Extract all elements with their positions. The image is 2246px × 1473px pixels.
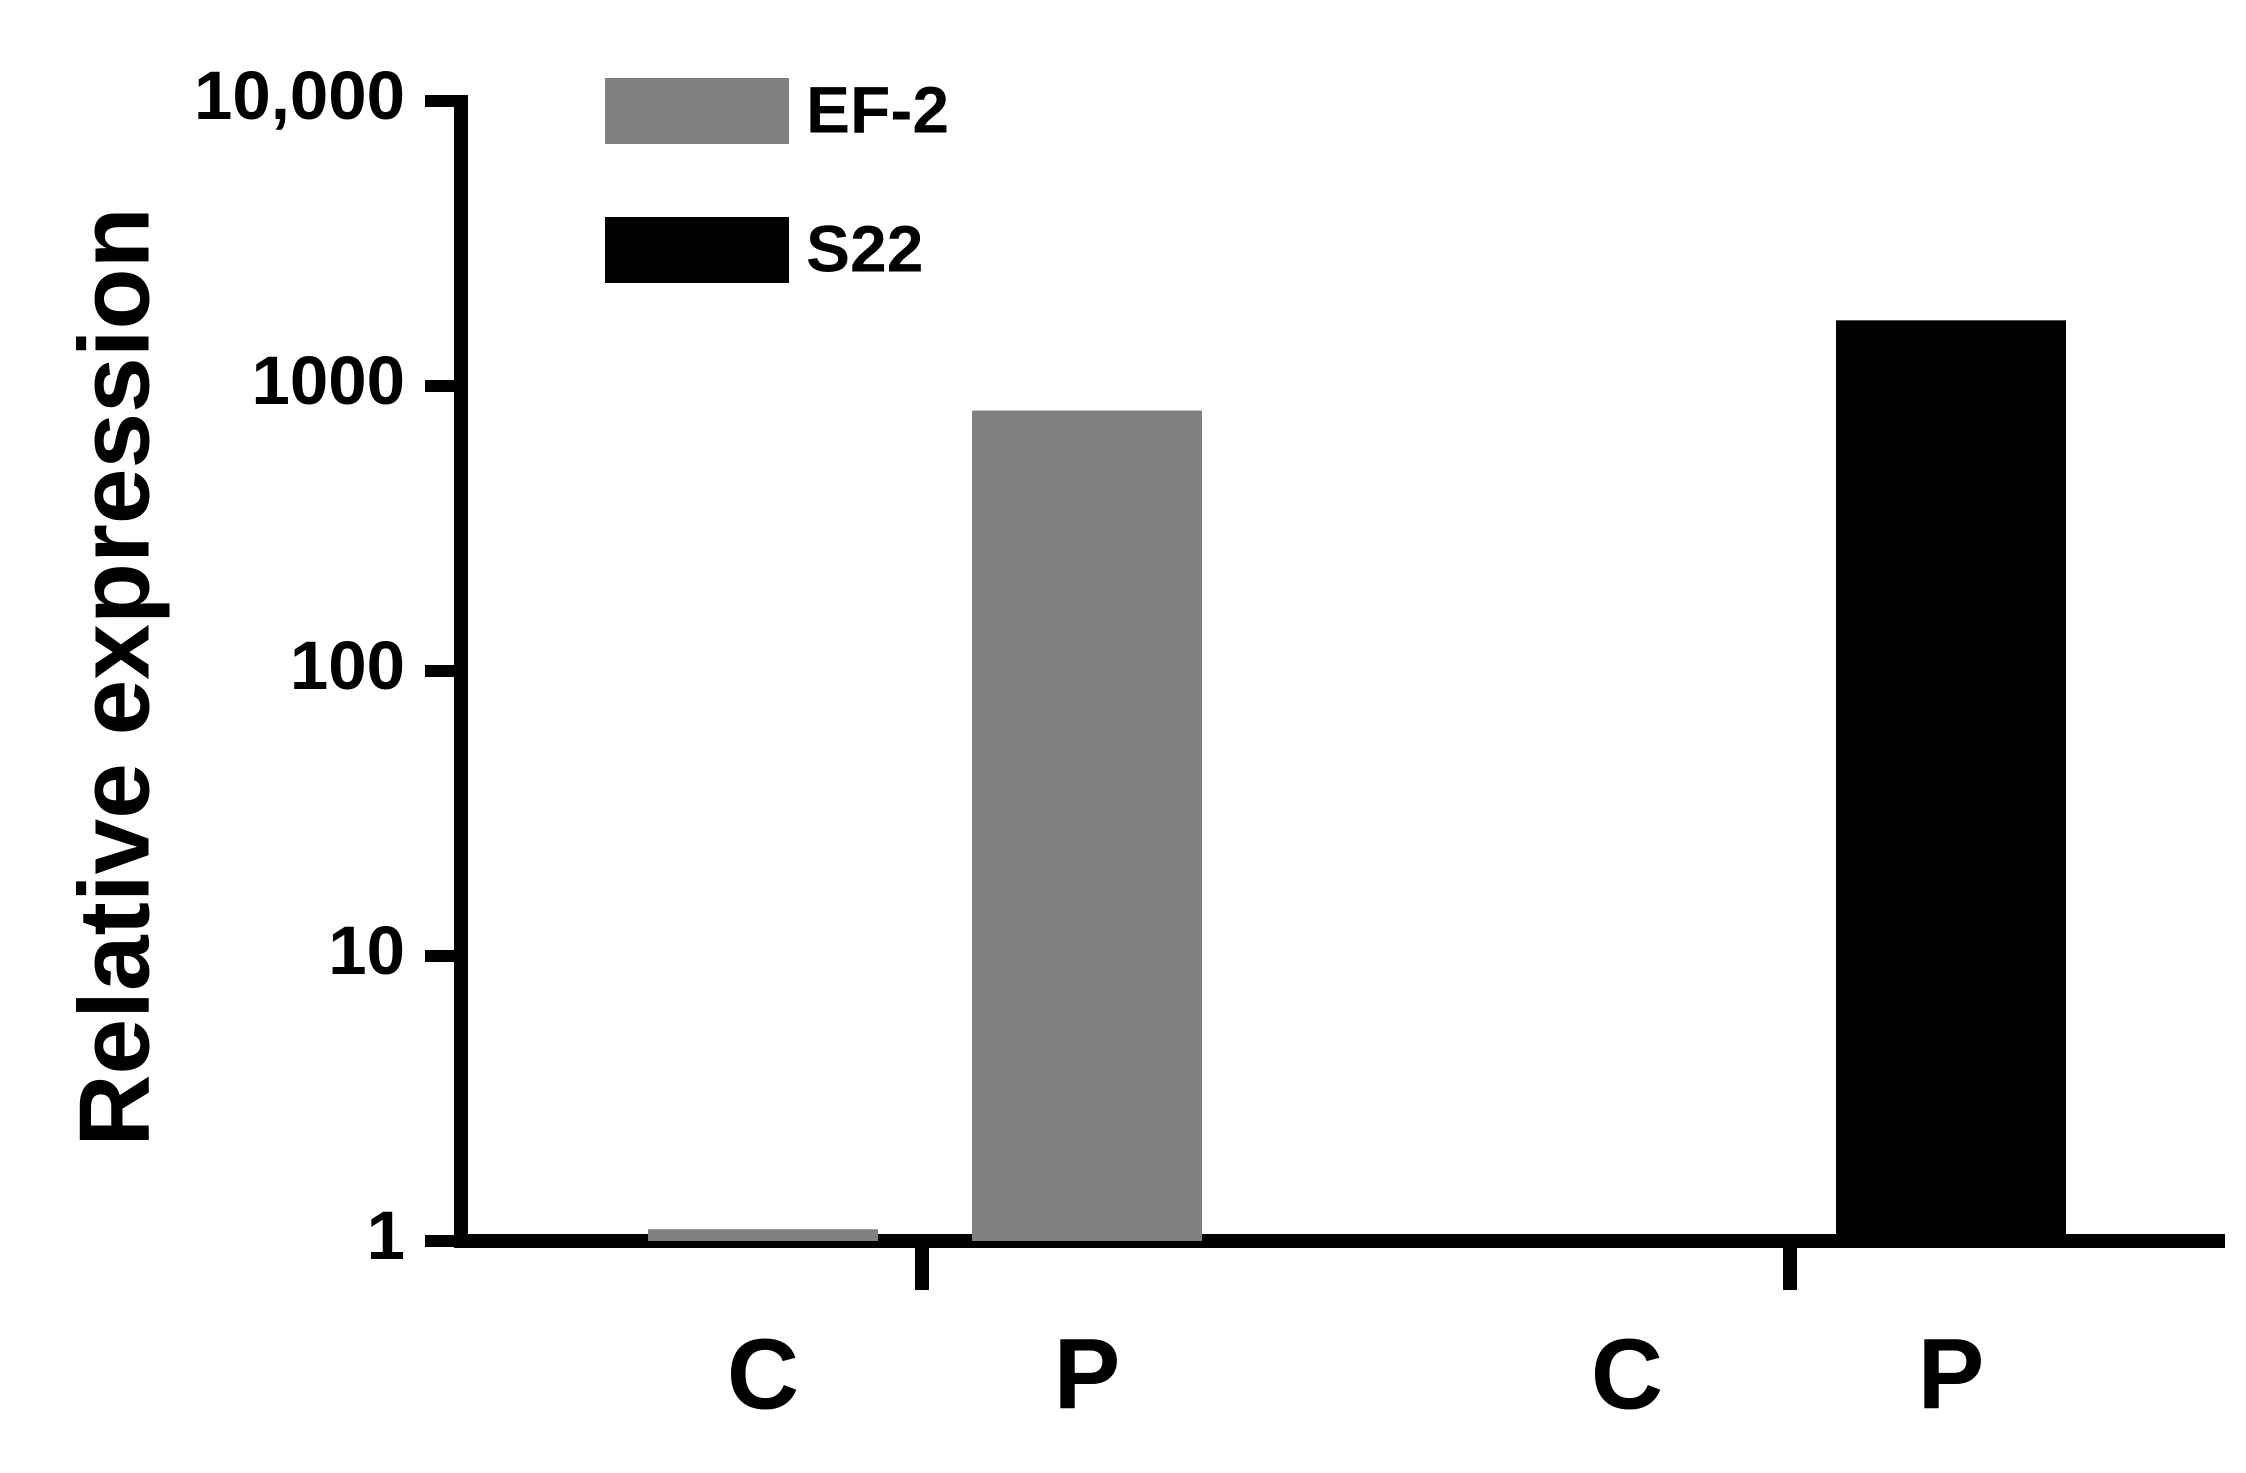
legend-swatch bbox=[605, 78, 789, 144]
legend-label: S22 bbox=[806, 211, 923, 285]
legend-swatch bbox=[605, 217, 789, 283]
x-tick-label: P bbox=[1918, 1318, 1985, 1430]
bar bbox=[648, 1229, 878, 1241]
y-axis-label: Relative expression bbox=[58, 207, 170, 1146]
y-tick-label: 100 bbox=[290, 627, 405, 704]
y-tick-label: 10,000 bbox=[194, 57, 405, 134]
x-tick-label: P bbox=[1054, 1318, 1121, 1430]
x-tick-label: C bbox=[1591, 1318, 1663, 1430]
y-tick-label: 1000 bbox=[252, 342, 406, 419]
x-tick-label: C bbox=[727, 1318, 799, 1430]
y-tick-label: 10 bbox=[328, 912, 405, 989]
bar bbox=[972, 410, 1202, 1241]
y-tick-label: 1 bbox=[367, 1197, 405, 1274]
bar bbox=[1836, 320, 2066, 1242]
legend-label: EF-2 bbox=[806, 72, 949, 146]
bar bbox=[1512, 1237, 1742, 1241]
